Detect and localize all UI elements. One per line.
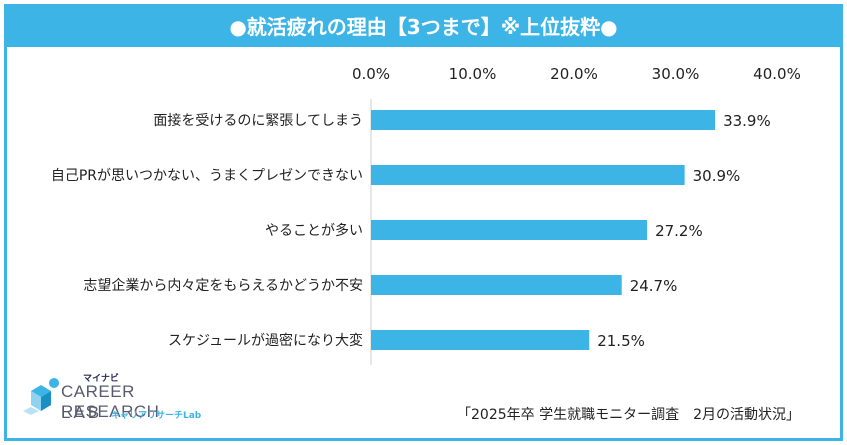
source-note: 「2025年卒 学生就職モニター調査 2月の活動状況」 [457,407,800,423]
bar [371,330,590,350]
data-label: 24.7% [630,277,678,295]
logo: マイナビ CAREER RESEARCH LAB キャリアリサーチLab [21,367,221,433]
bar [371,110,716,130]
tick-label: 0.0% [352,65,390,83]
data-label: 33.9% [723,112,771,130]
logo-main-text: CAREER RESEARCH [61,382,160,421]
logo-sub-text: キャリアリサーチLab [111,411,202,421]
bar [371,165,685,185]
tick-label: 30.0% [652,65,700,83]
bar [371,220,648,240]
logo-cube-icon [23,378,59,415]
tick-label: 10.0% [449,65,497,83]
tick-label: 40.0% [753,65,801,83]
category-label: 自己PRが思いつかない、うまくプレゼンできない [51,168,363,184]
data-label: 21.5% [597,332,645,350]
category-label: やることが多い [265,222,363,239]
chart-title: ●就活疲れの理由【3つまで】※上位抜粋● [7,7,840,47]
category-label: スケジュールが過密になり大変 [168,332,363,349]
data-label: 27.2% [655,222,703,240]
tick-label: 20.0% [550,65,598,83]
category-label: 志望企業から内々定をもらえるかどうか不安 [83,277,363,294]
logo-top-text: マイナビ [83,374,119,384]
data-label: 30.9% [693,167,741,185]
bar [371,275,622,295]
chart-frame: ●就活疲れの理由【3つまで】※上位抜粋● 0.0% 10.0% 20.0% 30.0%… [4,4,843,441]
category-label: 面接を受けるのに緊張してしまう [153,112,363,129]
logo-lab-text: LAB [61,403,103,422]
bar-chart: 0.0% 10.0% 20.0% 30.0% 40.0% 面接を受けるのに緊張してしまう 3… [51,65,801,365]
